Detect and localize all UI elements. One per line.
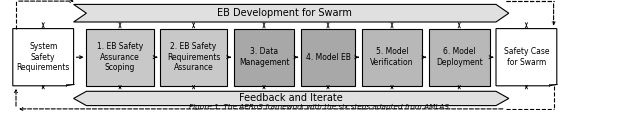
Text: 3. Data
Management: 3. Data Management — [239, 48, 289, 67]
FancyBboxPatch shape — [429, 29, 490, 86]
Text: 2. EB Safety
Requirements
Assurance: 2. EB Safety Requirements Assurance — [167, 42, 220, 72]
FancyBboxPatch shape — [234, 29, 294, 86]
FancyBboxPatch shape — [86, 29, 154, 86]
Text: System
Safety
Requirements: System Safety Requirements — [17, 42, 70, 72]
Text: 5. Model
Verification: 5. Model Verification — [371, 48, 413, 67]
FancyBboxPatch shape — [160, 29, 227, 86]
Text: Feedback and Iterate: Feedback and Iterate — [239, 94, 343, 104]
Text: EB Development for Swarm: EB Development for Swarm — [218, 8, 352, 18]
FancyBboxPatch shape — [301, 29, 355, 86]
Text: 6. Model
Deployment: 6. Model Deployment — [436, 48, 483, 67]
Polygon shape — [496, 29, 557, 86]
Text: 4. Model EB: 4. Model EB — [305, 53, 351, 62]
Text: Safety Case
for Swarm: Safety Case for Swarm — [504, 48, 549, 67]
FancyBboxPatch shape — [362, 29, 422, 86]
Text: 1. EB Safety
Assurance
Scoping: 1. EB Safety Assurance Scoping — [97, 42, 143, 72]
Text: Figure 1: The AERoS framework with the six steps adapted from AMLAS.: Figure 1: The AERoS framework with the s… — [189, 104, 451, 110]
Polygon shape — [13, 29, 74, 86]
Polygon shape — [74, 4, 509, 22]
Polygon shape — [74, 91, 509, 106]
